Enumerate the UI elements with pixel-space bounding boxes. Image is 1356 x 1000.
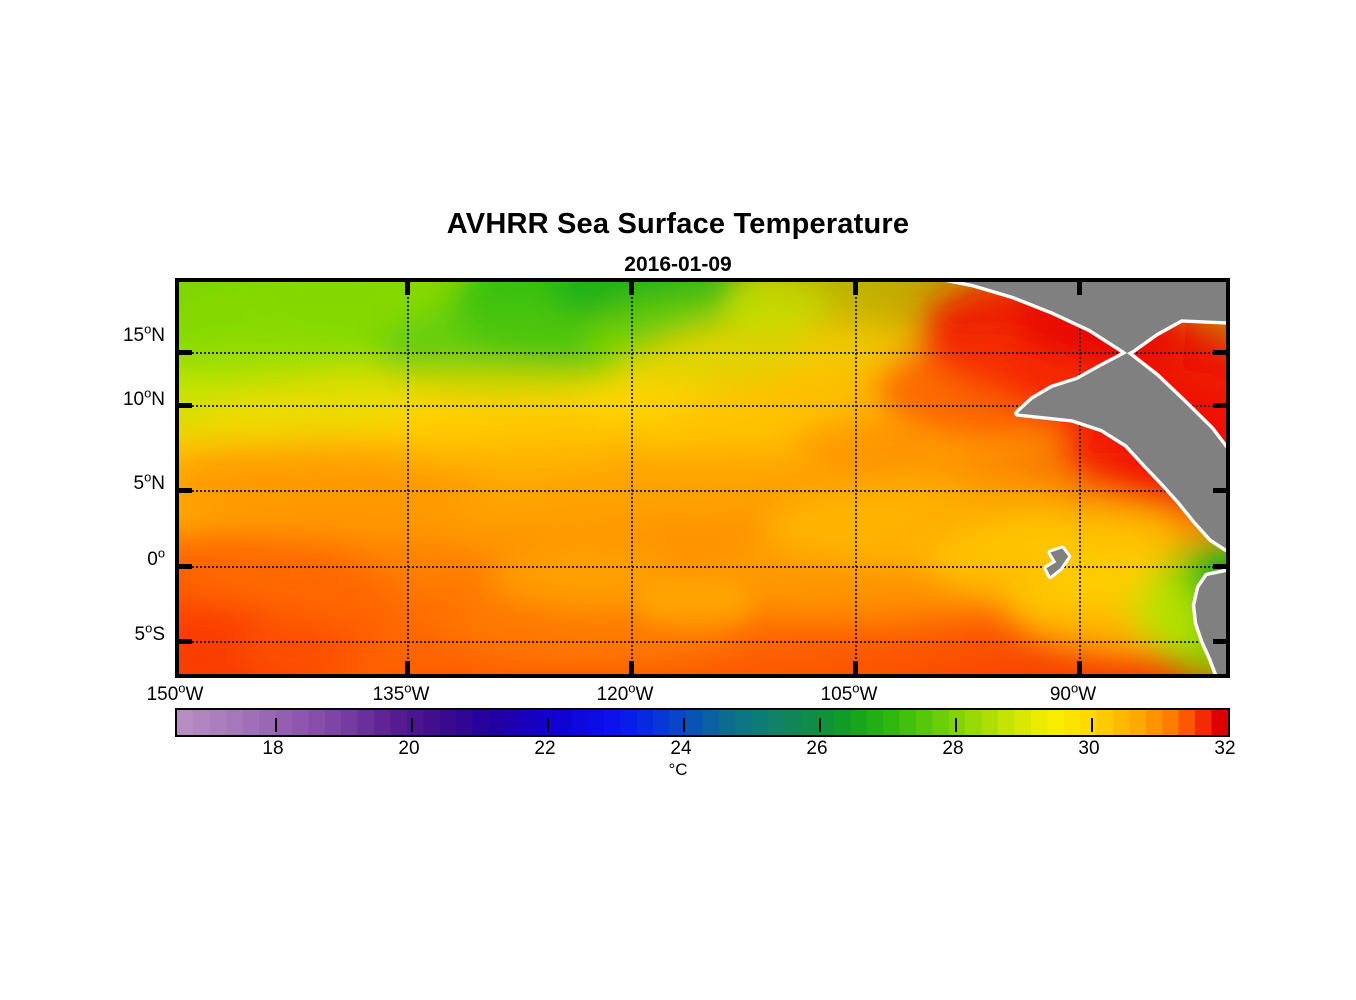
colorbar-label-26: 26 [806,738,828,759]
xtick-top-105w [853,282,858,295]
gridline-lon-105w [855,282,857,674]
ytick-right-5s [1213,639,1226,644]
ytick-5n [179,488,192,493]
ytick-label-5n: 5oN [133,469,166,494]
colorbar-tick-24 [683,718,685,732]
ytick-label-5s: 5oS [134,620,165,645]
xtick-label-105w: 105oW [820,680,878,705]
gridline-lon-90w [1079,282,1081,674]
gridline-lon-135w [407,282,409,674]
xtick-90w [1077,661,1082,674]
colorbar-tick-18 [275,718,277,732]
colorbar-tick-20 [411,718,413,732]
colorbar-label-24: 24 [670,738,692,759]
colorbar-tick-26 [819,718,821,732]
xtick-135w [405,661,410,674]
colorbar-unit-label: °C [668,760,688,779]
ytick-right-5n [1213,488,1226,493]
colorbar-label-32: 32 [1214,738,1236,759]
ytick-10n [179,403,192,408]
ytick-label-0: 0o [147,545,165,570]
gridline-lat-15n [179,352,1226,354]
colorbar-gradient [177,710,1228,735]
ytick-0 [179,564,192,569]
xtick-label-150w: 150oW [146,680,204,705]
colorbar-tick-22 [547,718,549,732]
land-overlay [179,282,1226,674]
colorbar-label-30: 30 [1078,738,1100,759]
ytick-right-0 [1213,564,1226,569]
colorbar [175,708,1230,737]
ytick-right-10n [1213,403,1226,408]
colorbar-label-20: 20 [398,738,420,759]
ytick-15n [179,350,192,355]
gridline-lat-5n [179,490,1226,492]
ytick-5s [179,639,192,644]
gridline-lon-120w [631,282,633,674]
gridline-lat-0 [179,566,1226,568]
ytick-label-10n: 10oN [122,385,165,410]
ytick-right-15n [1213,350,1226,355]
gridline-lat-5s [179,641,1226,643]
xtick-label-135w: 135oW [372,680,430,705]
colorbar-tick-30 [1091,718,1093,732]
xtick-top-135w [405,282,410,295]
colorbar-tick-28 [955,718,957,732]
xtick-105w [853,661,858,674]
sst-raster [179,282,1226,674]
colorbar-label-18: 18 [262,738,284,759]
xtick-top-90w [1077,282,1082,295]
gridline-lat-10n [179,405,1226,407]
ytick-label-15n: 15oN [122,321,165,346]
xtick-top-120w [629,282,634,295]
page-title: AVHRR Sea Surface Temperature [446,208,910,240]
colorbar-label-28: 28 [942,738,964,759]
map-axes [175,278,1230,678]
colorbar-label-22: 22 [534,738,556,759]
xtick-label-90w: 90oW [1049,680,1097,705]
xtick-120w [629,661,634,674]
figure-subtitle: 2016-01-09 [624,253,732,276]
xtick-label-120w: 120oW [596,680,654,705]
